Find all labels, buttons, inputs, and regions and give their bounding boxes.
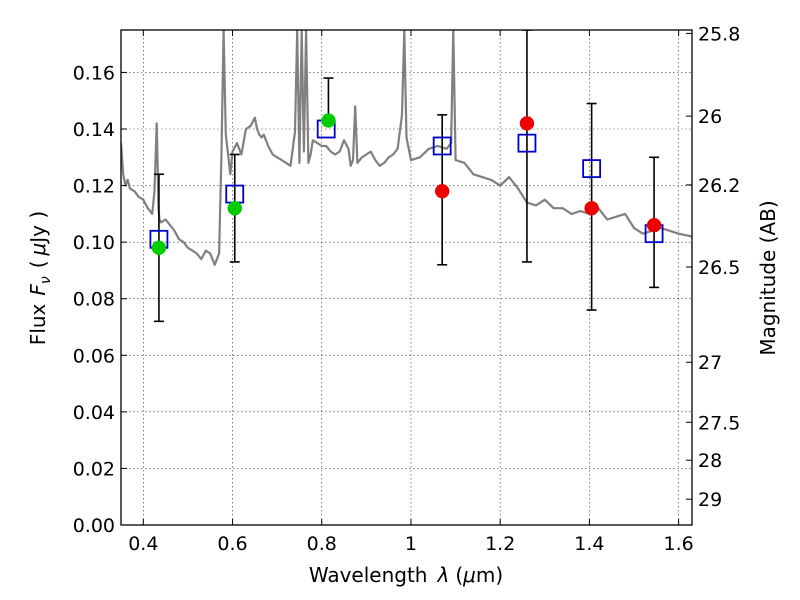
x-tick-label: 0.6	[217, 533, 247, 555]
model-sed-line-layer	[121, 30, 692, 266]
y-axis-label: FluxFν(μJy )	[26, 211, 54, 345]
x-tick-label: 0.8	[307, 533, 337, 555]
model-sed-line	[121, 30, 692, 266]
detection-point	[646, 217, 662, 233]
y-tick-label: 0.12	[73, 176, 115, 198]
y-tick-label: 0.00	[73, 515, 115, 537]
y-tick-label: 0.16	[73, 62, 115, 84]
detection-point	[151, 240, 167, 256]
y2-tick-label: 26.2	[698, 175, 740, 197]
y2-tick-label: 29	[698, 489, 722, 511]
y-axis-ticks: 0.00 0.02 0.04 0.06 0.08 0.10 0.12 0.14 0.16	[73, 62, 127, 537]
plot-frame	[120, 29, 693, 526]
y-tick-label: 0.06	[73, 345, 115, 367]
x-axis-ticks: 0.4 0.6 0.8 1 1.2 1.4 1.6	[128, 30, 694, 555]
x-tick-label: 1.2	[485, 533, 515, 555]
x-axis-label: Wavelength λ (μm)	[309, 563, 503, 587]
model-photometry-layer	[149, 119, 664, 249]
detection-point	[227, 200, 243, 216]
detection-point	[321, 113, 336, 128]
detection-point	[584, 200, 599, 216]
detection-point	[434, 183, 450, 199]
x-tick-label: 1	[405, 533, 417, 555]
detection-point-layer	[151, 113, 662, 256]
y2-axis-ticks: 25.8 26 26.2 26.5 27 27.5 28 29	[686, 23, 740, 511]
model-photometry-square	[517, 133, 537, 153]
y2-tick-label: 26.5	[698, 257, 740, 279]
model-photometry-square	[432, 136, 452, 156]
model-photometry-square	[582, 159, 602, 179]
y-tick-label: 0.02	[73, 458, 115, 480]
y-tick-label: 0.14	[73, 119, 115, 141]
y2-tick-label: 25.8	[698, 23, 740, 45]
y2-tick-label: 27.5	[698, 412, 740, 434]
y-tick-label: 0.04	[73, 402, 115, 424]
y2-axis-label: Magnitude (AB)	[756, 200, 780, 355]
y-tick-label: 0.08	[73, 289, 115, 311]
x-tick-label: 1.4	[574, 533, 604, 555]
y2-tick-label: 28	[698, 450, 722, 472]
y2-tick-label: 27	[698, 352, 722, 374]
y2-tick-label: 26	[698, 106, 722, 128]
detection-point	[519, 116, 535, 131]
x-tick-label: 0.4	[128, 533, 158, 555]
y-tick-label: 0.10	[73, 232, 115, 254]
x-tick-label: 1.6	[664, 533, 694, 555]
